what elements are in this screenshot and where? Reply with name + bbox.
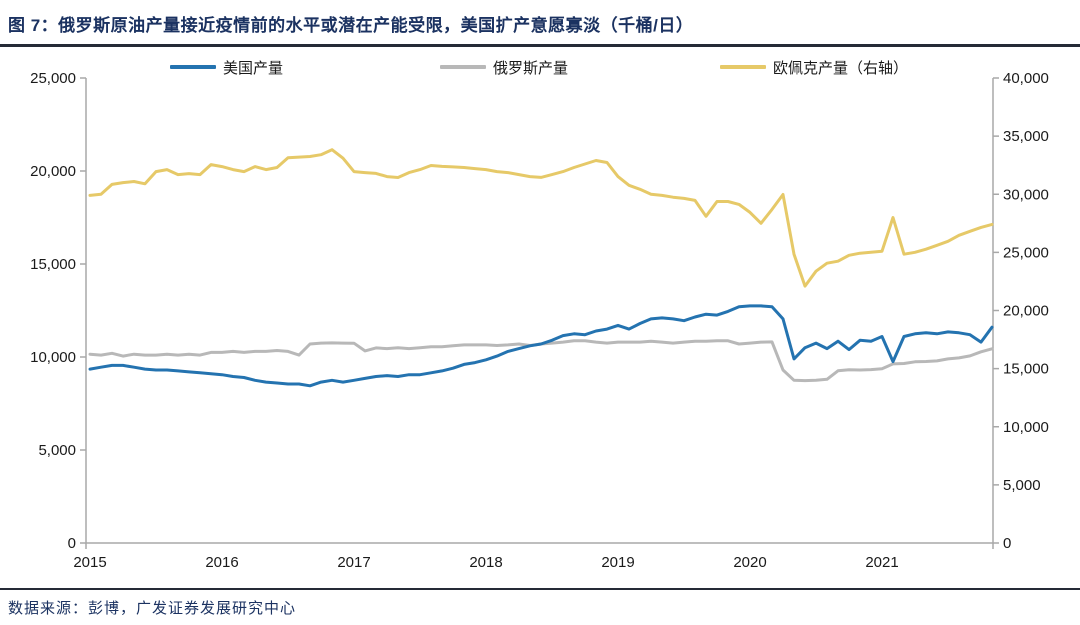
right-axis-tick-label: 30,000 <box>1003 186 1049 203</box>
us-production-line <box>88 304 994 388</box>
opec-line-swatch <box>720 65 766 69</box>
left-axis-tick-label: 5,000 <box>38 442 76 459</box>
figure-title: 图 7：俄罗斯原油产量接近疫情前的水平或潜在产能受限，美国扩产意愿寡淡（千桶/日… <box>8 16 694 35</box>
left-axis-tick-label: 25,000 <box>30 70 76 87</box>
legend-item-us: 美国产量 <box>170 58 284 77</box>
axis-frame <box>85 78 994 544</box>
x-axis-year-label: 2017 <box>337 554 370 571</box>
x-axis-year-label: 2016 <box>205 554 238 571</box>
left-axis-tick-label: 10,000 <box>30 349 76 366</box>
left-axis-tick-label: 15,000 <box>30 256 76 273</box>
left-axis-tick-label: 20,000 <box>30 163 76 180</box>
data-source-note: 数据来源：彭博，广发证券发展研究中心 <box>8 600 297 617</box>
title-divider <box>0 44 1080 47</box>
right-axis-tick-label: 25,000 <box>1003 244 1049 261</box>
legend-item-russia: 俄罗斯产量 <box>440 58 569 77</box>
right-axis-tick-label: 35,000 <box>1003 128 1049 145</box>
us-line-swatch <box>170 65 216 69</box>
x-axis-year-label: 2019 <box>601 554 634 571</box>
russia-line-swatch <box>440 65 486 69</box>
left-axis-tick-label: 0 <box>68 535 76 552</box>
x-axis-year-label: 2015 <box>73 554 106 571</box>
chart-legend: 美国产量 俄罗斯产量 欧佩克产量（右轴） <box>0 58 1080 77</box>
footer-divider <box>0 588 1080 590</box>
right-axis-tick-label: 20,000 <box>1003 303 1049 320</box>
legend-label-us: 美国产量 <box>223 59 284 77</box>
right-axis-tick-label: 40,000 <box>1003 70 1049 87</box>
legend-label-russia: 俄罗斯产量 <box>493 59 569 77</box>
opec-production-line <box>88 148 994 288</box>
x-axis-year-label: 2021 <box>865 554 898 571</box>
right-axis-tick-label: 15,000 <box>1003 361 1049 378</box>
right-axis-tick-label: 5,000 <box>1003 477 1041 494</box>
x-axis-year-label: 2020 <box>733 554 766 571</box>
right-axis-tick-label: 10,000 <box>1003 419 1049 436</box>
right-axis-tick-label: 0 <box>1003 535 1011 552</box>
legend-label-opec: 欧佩克产量（右轴） <box>773 59 909 77</box>
legend-item-opec: 欧佩克产量（右轴） <box>720 58 909 77</box>
x-axis-year-label: 2018 <box>469 554 502 571</box>
